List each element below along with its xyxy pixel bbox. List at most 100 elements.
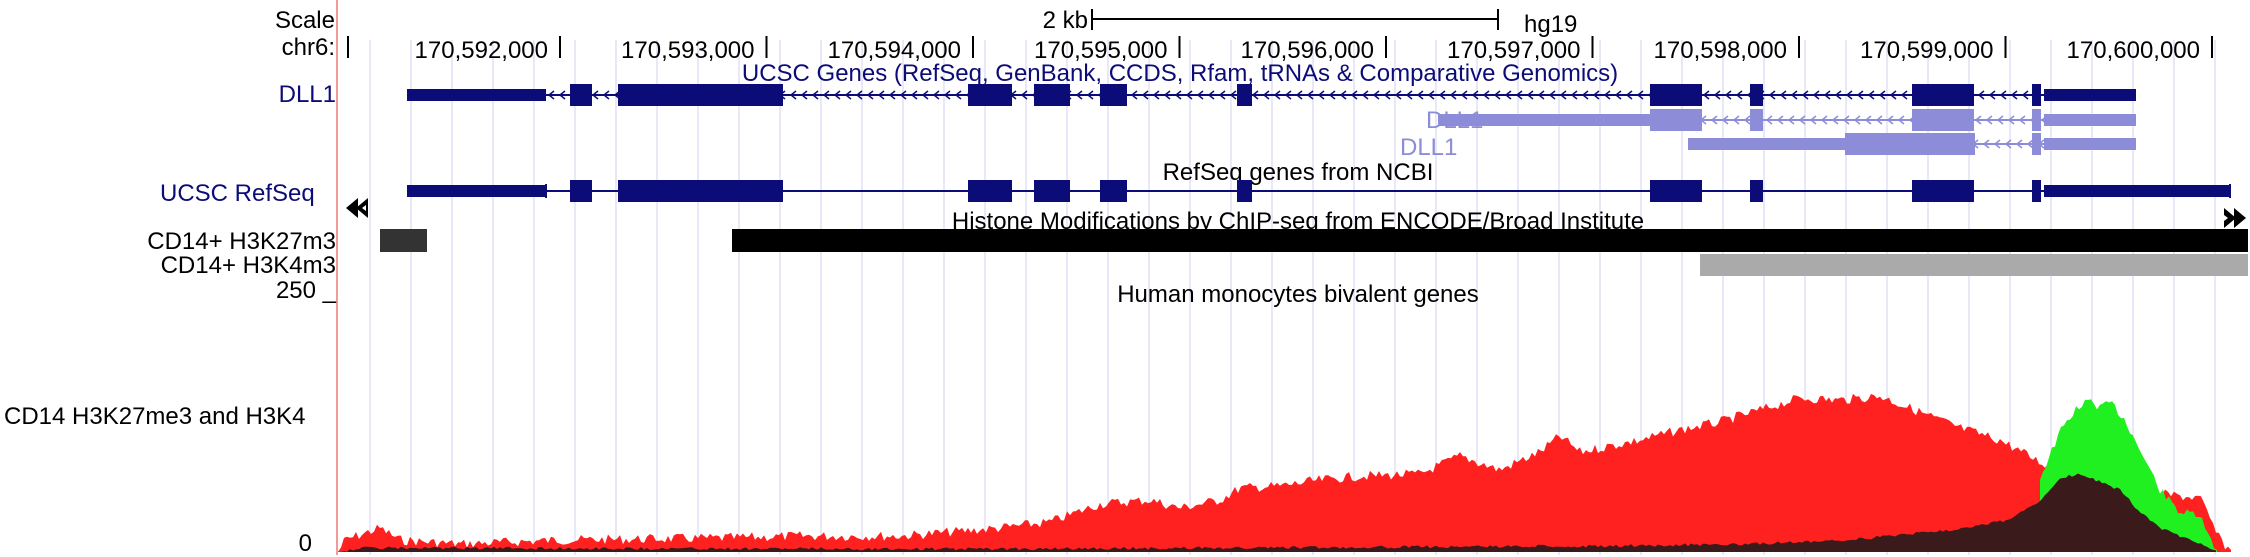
- strand-arrow: [2007, 115, 2015, 125]
- exon: [618, 180, 783, 202]
- signal-overlap: [338, 473, 2216, 552]
- strand-arrow: [1724, 90, 1732, 100]
- strand-arrow: [1504, 90, 1512, 100]
- refseq-track-label[interactable]: UCSC RefSeq: [160, 181, 315, 207]
- gene-track-label[interactable]: DLL1: [278, 81, 336, 108]
- strand-arrow: [1996, 115, 2004, 125]
- strand-arrow: [1897, 115, 1905, 125]
- exon: [1750, 109, 1763, 131]
- ruler-label: 170,592,000: [415, 37, 548, 64]
- ruler-label: 170,600,000: [2067, 37, 2200, 64]
- strand-arrow: [2015, 139, 2023, 149]
- exon: [2032, 180, 2041, 202]
- h3k27m3-peak-2[interactable]: [732, 229, 2248, 252]
- gene-dll1-isoform-1[interactable]: [1438, 109, 2136, 131]
- scroll-left-arrows[interactable]: [346, 198, 368, 218]
- exon: [1100, 84, 1127, 106]
- strand-arrow: [1559, 90, 1567, 100]
- strand-arrow: [1339, 90, 1347, 100]
- strand-arrow: [1867, 90, 1875, 100]
- strand-arrow: [1273, 90, 1281, 100]
- exon: [968, 180, 1012, 202]
- strand-arrow: [1471, 90, 1479, 100]
- strand-arrow: [1196, 90, 1204, 100]
- exon: [1650, 180, 1702, 202]
- strand-arrow: [1768, 90, 1776, 100]
- strand-arrow: [877, 90, 885, 100]
- strand-arrow: [1372, 90, 1380, 100]
- strand-arrow: [1174, 90, 1182, 100]
- h3k4m3-peak-1[interactable]: [1700, 254, 2248, 276]
- signal-track[interactable]: [338, 393, 2231, 552]
- strand-arrow: [602, 90, 610, 100]
- strand-arrow: [888, 90, 896, 100]
- strand-arrow: [1812, 90, 1820, 100]
- exon: [1034, 180, 1070, 202]
- exon: [2032, 109, 2041, 131]
- strand-arrow: [1141, 90, 1149, 100]
- strand-arrow: [1405, 90, 1413, 100]
- strand-arrow: [1801, 90, 1809, 100]
- strand-arrow: [1570, 90, 1578, 100]
- strand-arrow: [1229, 90, 1237, 100]
- exon: [1650, 84, 1702, 106]
- strand-arrow: [1732, 115, 1740, 125]
- h3k27m3-track-label[interactable]: CD14+ H3K27m3: [147, 228, 336, 255]
- strand-arrow: [1592, 90, 1600, 100]
- gene-dll1-main[interactable]: [407, 84, 2136, 106]
- gene-dll1-isoform-2[interactable]: [1688, 133, 2136, 155]
- strand-arrow: [1306, 90, 1314, 100]
- exon: [1912, 84, 1974, 106]
- scroll-right-arrows[interactable]: [2224, 208, 2246, 228]
- utr: [1688, 138, 1845, 150]
- strand-arrow: [1993, 139, 2001, 149]
- utr: [407, 185, 546, 197]
- strand-arrow: [1875, 115, 1883, 125]
- ruler-label: 170,598,000: [1654, 37, 1787, 64]
- bivalent-track-title: Human monocytes bivalent genes: [1117, 281, 1479, 308]
- exon: [1912, 109, 1974, 131]
- utr: [1438, 114, 1650, 126]
- signal-track-label[interactable]: CD14 H3K27me3 and H3K4: [4, 404, 306, 430]
- utr: [2044, 185, 2230, 197]
- strand-arrow: [943, 90, 951, 100]
- strand-arrow: [1982, 139, 1990, 149]
- strand-arrow: [1218, 90, 1226, 100]
- gene-refseq-dll1[interactable]: [407, 180, 2231, 202]
- strand-arrow: [1999, 90, 2007, 100]
- strand-arrow: [1361, 90, 1369, 100]
- strand-arrow: [910, 90, 918, 100]
- strand-arrow: [1853, 115, 1861, 125]
- scale-label: Scale: [274, 7, 335, 34]
- chrom-label: chr6:: [281, 34, 335, 61]
- strand-arrow: [1900, 90, 1908, 100]
- h3k27m3-peak-1[interactable]: [380, 229, 427, 252]
- strand-arrow: [1798, 115, 1806, 125]
- strand-arrow: [2021, 90, 2029, 100]
- exon: [1912, 180, 1974, 202]
- exon: [968, 84, 1012, 106]
- strand-arrow: [954, 90, 962, 100]
- strand-arrow: [1460, 90, 1468, 100]
- strand-arrow: [1790, 90, 1798, 100]
- strand-arrow: [1581, 90, 1589, 100]
- ruler-label: 170,594,000: [828, 37, 961, 64]
- strand-arrow: [822, 90, 830, 100]
- strand-arrow: [800, 90, 808, 100]
- h3k4m3-track-label[interactable]: CD14+ H3K4m3: [160, 252, 336, 279]
- exon: [1237, 84, 1252, 106]
- strand-arrow: [1856, 90, 1864, 100]
- utr: [2044, 89, 2136, 101]
- isoform-1-label: DLL1: [1426, 107, 1483, 134]
- exon: [1100, 180, 1127, 202]
- h3k27me3-signal: [338, 393, 2231, 552]
- strand-arrow: [1735, 90, 1743, 100]
- strand-arrow: [1809, 115, 1817, 125]
- scale-bar: 2 kb hg19: [1043, 7, 1578, 38]
- strand-arrow: [1787, 115, 1795, 125]
- strand-arrow: [899, 90, 907, 100]
- strand-arrow: [1163, 90, 1171, 100]
- utr: [2044, 114, 2136, 126]
- strand-arrow: [1537, 90, 1545, 100]
